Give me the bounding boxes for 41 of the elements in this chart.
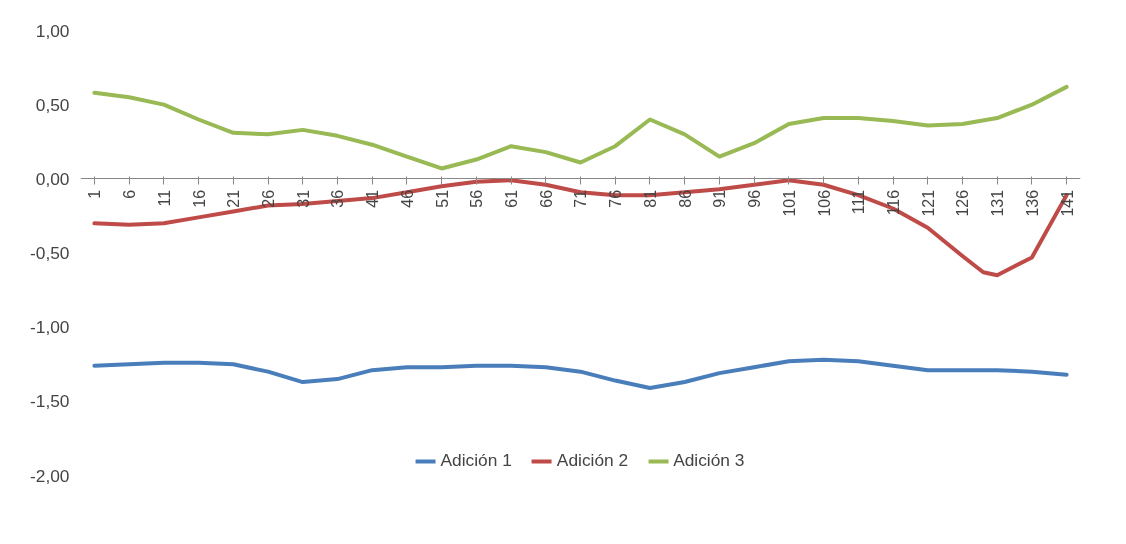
x-tick-label: 81 (641, 189, 659, 208)
y-tick-label: 0,00 (35, 168, 70, 189)
line-series (92, 357, 1069, 390)
x-tick-label: 76 (607, 189, 625, 208)
x-tick-label: 26 (260, 189, 277, 208)
x-tick-label: 61 (503, 189, 521, 208)
legend-label: Adición 3 (673, 450, 745, 471)
x-tick-label: 46 (398, 189, 416, 208)
x-tick-label: 71 (572, 189, 590, 208)
x-tick-label: 86 (676, 189, 694, 208)
x-tick-label: 1 (86, 189, 104, 199)
y-tick-label: -2,00 (30, 465, 70, 486)
x-tick-label: 126 (954, 189, 972, 217)
x-tick-label: 101 (780, 189, 798, 217)
x-tick-label: 116 (885, 189, 902, 216)
x-tick-label: 31 (294, 189, 312, 208)
x-tick-label: 131 (989, 189, 1007, 217)
legend-label: Adición 2 (556, 450, 629, 471)
y-tick-label: 0,50 (35, 94, 70, 115)
y-tick-label: -1,00 (30, 317, 70, 338)
x-tick-label: 11 (155, 189, 173, 207)
x-tick-label: 91 (711, 189, 729, 208)
y-tick-label: -0,50 (30, 243, 70, 263)
x-tick-label: 51 (433, 189, 451, 208)
y-tick-label: -1,50 (30, 391, 70, 412)
x-tick-label: 16 (190, 189, 208, 208)
x-tick-label: 96 (746, 189, 764, 208)
x-tick-label: 136 (1023, 189, 1041, 217)
x-tick-label: 21 (225, 189, 243, 208)
x-tick-label: 36 (329, 189, 347, 208)
y-tick-label: 1,00 (35, 20, 70, 41)
x-tick-label: 111 (850, 189, 868, 215)
x-tick-label: 121 (919, 189, 937, 217)
x-tick-label: 66 (537, 189, 555, 208)
x-tick-label: 141 (1058, 189, 1076, 217)
x-tick-label: 6 (121, 189, 139, 199)
legend-label: Adición 1 (440, 450, 512, 471)
x-tick-label: 41 (364, 189, 382, 208)
line-series (92, 84, 1069, 171)
x-tick-label: 56 (468, 189, 486, 208)
x-tick-label: 106 (815, 189, 833, 217)
